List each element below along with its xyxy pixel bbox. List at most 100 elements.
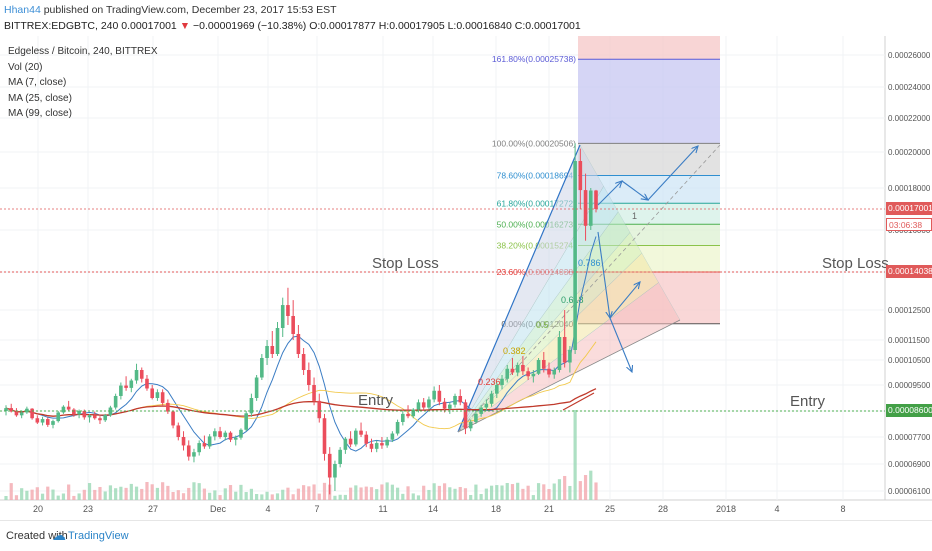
candle-body <box>51 421 55 425</box>
legend-ma7[interactable]: MA (7, close) <box>8 77 67 88</box>
candle-body <box>359 430 363 435</box>
candle-body <box>301 354 306 370</box>
volume-bar <box>234 491 238 500</box>
x-tick-label: 2018 <box>716 504 736 514</box>
projection-arrow <box>621 180 648 200</box>
volume-bar <box>489 485 494 500</box>
volume-bar <box>275 493 280 500</box>
volume-bar <box>103 491 107 500</box>
volume-bar <box>202 488 207 500</box>
volume-bar <box>479 494 483 500</box>
candle-body <box>150 388 154 398</box>
volume-bar <box>474 484 478 500</box>
legend-title[interactable]: Edgeless / Bitcoin, 240, BITTREX <box>8 46 158 57</box>
candle-body <box>56 412 61 422</box>
candle-body <box>249 398 254 414</box>
candle-body <box>369 443 374 449</box>
volume-bar <box>411 493 415 500</box>
candle-body <box>568 350 572 363</box>
y-tick-label: 0.00026000 <box>888 51 931 60</box>
tradingview-brand[interactable]: TradingView <box>68 530 129 542</box>
down-arrow-icon: ▼ <box>179 20 191 32</box>
volume-bar <box>171 492 175 500</box>
volume-bar <box>213 490 217 500</box>
volume-bar <box>416 495 421 500</box>
candle-body <box>395 421 400 434</box>
volume-bar <box>495 485 499 500</box>
volume-bar <box>536 483 541 500</box>
candle-body <box>171 411 175 426</box>
y-tick-label: 0.00009500 <box>888 381 931 390</box>
candle-body <box>239 429 243 438</box>
candle-body <box>442 401 447 409</box>
y-tick-label: 0.00007700 <box>888 433 931 442</box>
candle-body <box>594 190 598 209</box>
candle-body <box>390 433 395 440</box>
candle-body <box>427 399 431 408</box>
author-link[interactable]: Hhan44 <box>4 4 41 16</box>
candle-body <box>275 328 280 354</box>
fan-base-line <box>457 144 581 433</box>
volume-bar <box>4 496 8 500</box>
candle-body <box>380 443 384 446</box>
volume-bar <box>395 487 400 500</box>
x-tick-label: 4 <box>774 504 779 514</box>
volume-bar <box>552 483 556 500</box>
volume-bar <box>239 484 243 500</box>
candle-body <box>108 407 113 416</box>
x-tick-label: 28 <box>658 504 668 514</box>
fan-ratio-label: 1 <box>632 211 637 221</box>
legend-vol[interactable]: Vol (20) <box>8 61 43 73</box>
price-chart[interactable]: 161.80%(0.00025738)100.00%(0.00020506)78… <box>0 36 932 520</box>
volume-bar <box>255 494 259 500</box>
y-tick-label: 0.00012500 <box>888 306 931 315</box>
fib-zone-top <box>578 36 720 60</box>
volume-bar <box>442 483 447 500</box>
legend-ma25[interactable]: MA (25, close) <box>8 92 72 104</box>
y-tick-label: 0.00022000 <box>888 114 931 123</box>
volume-bar <box>87 483 92 500</box>
fan-ratio-label: 0.236 <box>478 377 501 387</box>
volume-bar <box>364 486 368 500</box>
candle-body <box>547 368 551 375</box>
candle-body <box>573 161 577 350</box>
candle-body <box>244 413 248 430</box>
candle-body <box>453 395 457 405</box>
volume-bar <box>40 493 45 500</box>
volume-bar <box>176 490 180 500</box>
volume-bar <box>119 486 123 500</box>
candle-body <box>166 402 170 412</box>
volume-bar <box>385 482 389 500</box>
candle-body <box>134 370 139 381</box>
candle-body <box>494 385 499 394</box>
volume-bar <box>338 494 342 500</box>
volume-bar <box>72 495 76 500</box>
volume-bar <box>484 488 488 500</box>
volume-bar <box>161 482 165 500</box>
candle-body <box>521 365 525 372</box>
volume-bar <box>500 485 504 500</box>
candle-body <box>374 443 379 449</box>
volume-bars <box>4 410 598 500</box>
candle-body <box>588 190 593 226</box>
volume-bar <box>427 489 431 500</box>
candle-body <box>119 385 123 396</box>
candle-body <box>406 413 410 417</box>
volume-bar <box>249 488 253 500</box>
candle-body <box>92 415 97 419</box>
fib-level-label: 100.00%(0.00020506) <box>492 138 576 148</box>
candle-body <box>505 368 510 379</box>
legend-ma99[interactable]: MA (99, close) <box>8 108 72 119</box>
candle-body <box>322 418 327 454</box>
candle-body <box>515 365 520 373</box>
volume-bar <box>140 488 144 500</box>
volume-bar <box>155 487 160 500</box>
candle-body <box>500 378 504 385</box>
volume-bar <box>594 482 598 500</box>
candle-body <box>333 464 337 478</box>
x-tick-label: 21 <box>544 504 554 514</box>
volume-bar <box>437 485 441 500</box>
candle-body <box>463 402 468 429</box>
y-tick-label: 0.00006100 <box>888 487 931 496</box>
volume-bar <box>458 487 462 500</box>
